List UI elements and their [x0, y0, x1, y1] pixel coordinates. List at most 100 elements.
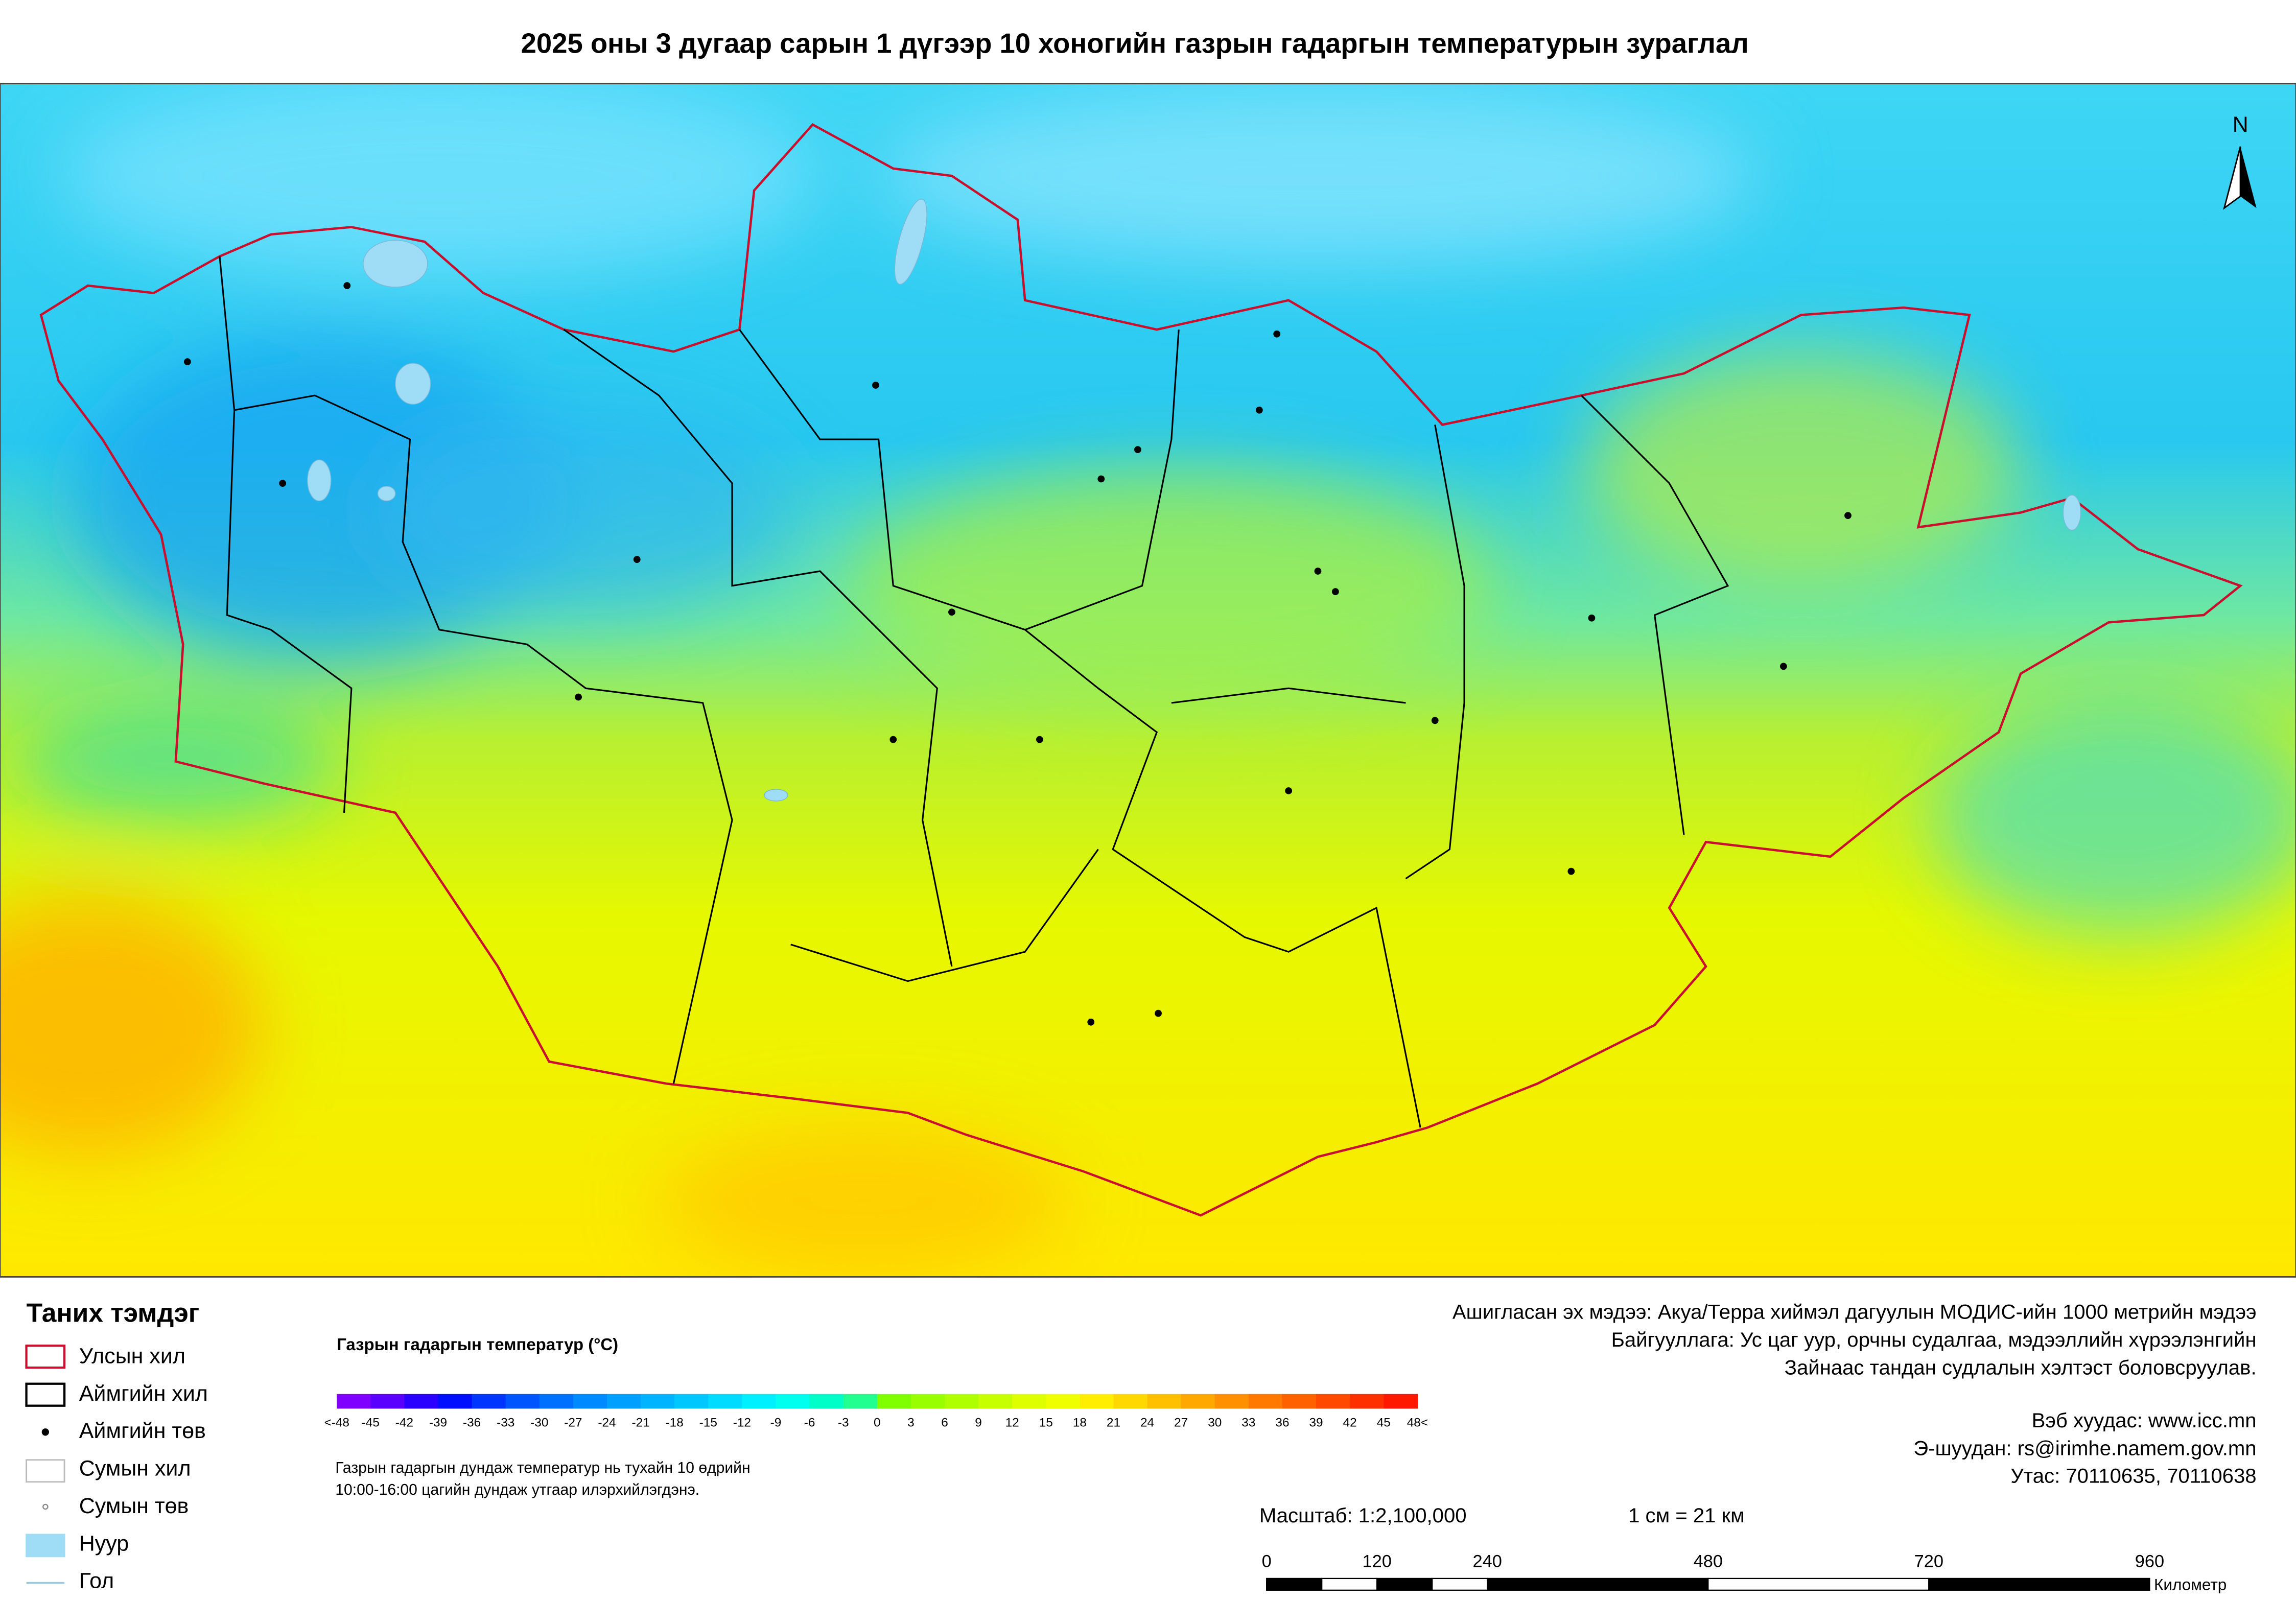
temperature-patches: [0, 83, 2296, 1274]
colorbar-label: 15: [1039, 1416, 1053, 1430]
colorbar-swatch: [505, 1394, 540, 1409]
scale-tick-label: 720: [1914, 1551, 1943, 1571]
colorbar-label: 21: [1107, 1416, 1120, 1430]
source-line: Ашигласан эх мэдээ: Акуа/Терра хиймэл да…: [1452, 1301, 2257, 1324]
colorbar-label: 30: [1208, 1416, 1222, 1430]
map-title: 2025 оны 3 дугаар сарын 1 дүгээр 10 хоно…: [521, 28, 1749, 59]
contact-line: Вэб хуудас: www.icc.mn: [2032, 1409, 2257, 1432]
colorbar-swatch: [809, 1394, 844, 1409]
legend-title: Таних тэмдэг: [27, 1298, 200, 1328]
legend-label: Нуур: [79, 1531, 129, 1556]
colorbar-swatch: [1080, 1394, 1114, 1409]
legend-label: Сумын төв: [79, 1494, 189, 1518]
colorbar-label: 9: [975, 1416, 982, 1430]
legend-label: Аймгийн хил: [79, 1381, 208, 1406]
colorbar-swatch: [1214, 1394, 1249, 1409]
colorbar-swatch: [1012, 1394, 1047, 1409]
colorbar-label: 39: [1309, 1416, 1323, 1430]
scale-text: Масштаб: 1:2,100,000: [1259, 1504, 1467, 1527]
colorbar-label: -12: [733, 1416, 751, 1430]
colorbar: Газрын гадаргын температур (°C) <-48 -45 -…: [324, 1335, 1428, 1498]
contact-line: Утас: 70110635, 70110638: [2010, 1465, 2256, 1488]
colorbar-note: 10:00-16:00 цагийн дундаж утгаар илэрхий…: [335, 1481, 699, 1498]
colorbar-label: 36: [1275, 1416, 1289, 1430]
colorbar-swatch: [877, 1394, 911, 1409]
swatch-soum-center: [42, 1503, 49, 1510]
colorbar-swatch: [438, 1394, 473, 1409]
scale-segment: [1432, 1578, 1488, 1591]
north-label: N: [2233, 112, 2248, 137]
colorbar-label: -36: [463, 1416, 481, 1430]
colorbar-label: -45: [362, 1416, 380, 1430]
colorbar-swatch: [843, 1394, 878, 1409]
swatch-soum-border: [26, 1459, 65, 1483]
colorbar-swatch: [1046, 1394, 1081, 1409]
colorbar-label: -33: [497, 1416, 514, 1430]
colorbar-swatch: [1181, 1394, 1215, 1409]
colorbar-swatch: [910, 1394, 945, 1409]
colorbar-swatch: [606, 1394, 641, 1409]
colorbar-swatch: [1113, 1394, 1148, 1409]
scale-tick-label: 120: [1363, 1551, 1392, 1571]
colorbar-swatch: [944, 1394, 979, 1409]
colorbar-label: 27: [1174, 1416, 1188, 1430]
scale-ratio: 1 см = 21 км: [1628, 1504, 1745, 1527]
colorbar-label: 24: [1140, 1416, 1154, 1430]
source-line: Зайнаас тандан судлалын хэлтэст боловсру…: [1785, 1356, 2257, 1379]
colorbar-label: 45: [1377, 1416, 1391, 1430]
colorbar-label: <-48: [324, 1416, 349, 1430]
colorbar-swatch: [1350, 1394, 1385, 1409]
colorbar-label: 6: [941, 1416, 948, 1430]
scale-tick-label: 960: [2135, 1551, 2164, 1571]
colorbar-swatch: [708, 1394, 743, 1409]
colorbar-label: 18: [1073, 1416, 1087, 1430]
swatch-national-border: [25, 1345, 66, 1369]
colorbar-swatch: [978, 1394, 1013, 1409]
colorbar-label: -24: [598, 1416, 616, 1430]
colorbar-swatch: [370, 1394, 405, 1409]
scale-bar: Масштаб: 1:2,100,000 1 см = 21 км 0 120 24…: [1259, 1504, 2227, 1593]
scale-segment: [1928, 1578, 2150, 1591]
colorbar-title: Газрын гадаргын температур (°C): [337, 1335, 618, 1354]
swatch-lake: [26, 1534, 65, 1558]
colorbar-swatch: [404, 1394, 439, 1409]
legend-label: Улсын хил: [79, 1344, 185, 1368]
scale-segment: [1487, 1578, 1709, 1591]
colorbar-label: -15: [699, 1416, 717, 1430]
colorbar-swatch: [1147, 1394, 1182, 1409]
colorbar-swatch: [1282, 1394, 1317, 1409]
colorbar-label: -9: [770, 1416, 782, 1430]
colorbar-swatch: [472, 1394, 506, 1409]
scale-segment: [1266, 1578, 1323, 1591]
colorbar-label: 48<: [1407, 1416, 1428, 1430]
colorbar-swatch: [1384, 1394, 1418, 1409]
colorbar-swatch: [1316, 1394, 1351, 1409]
colorbar-label: -3: [838, 1416, 849, 1430]
info: Ашигласан эх мэдээ: Акуа/Терра хиймэл да…: [1452, 1301, 2257, 1488]
colorbar-swatch: [776, 1394, 810, 1409]
scale-tick-label: 480: [1694, 1551, 1723, 1571]
colorbar-swatch: [539, 1394, 574, 1409]
swatch-aimag-border: [25, 1382, 66, 1407]
colorbar-swatch: [337, 1394, 371, 1409]
colorbar-swatch: [1248, 1394, 1283, 1409]
legend: Таних тэмдэг Улсын хил Аймгийн хил Аймгийн…: [25, 1298, 208, 1593]
legend-label: Гол: [79, 1569, 114, 1593]
colorbar-label: -30: [530, 1416, 548, 1430]
contact-line: Э-шуудан: rs@irimhe.namem.gov.mn: [1913, 1437, 2256, 1460]
colorbar-label: -42: [395, 1416, 413, 1430]
scale-unit: Километр: [2154, 1575, 2227, 1594]
colorbar-label: 0: [874, 1416, 881, 1430]
scale-segment: [1321, 1578, 1378, 1591]
colorbar-label: 33: [1241, 1416, 1255, 1430]
colorbar-label: -21: [631, 1416, 649, 1430]
scale-tick-label: 0: [1262, 1551, 1272, 1571]
aimag-centers: [183, 282, 1852, 1026]
temperature-map: [0, 83, 2296, 1277]
scale-segment: [1707, 1578, 1930, 1591]
colorbar-label: -18: [666, 1416, 684, 1430]
colorbar-label: 12: [1005, 1416, 1019, 1430]
colorbar-label: -39: [429, 1416, 447, 1430]
